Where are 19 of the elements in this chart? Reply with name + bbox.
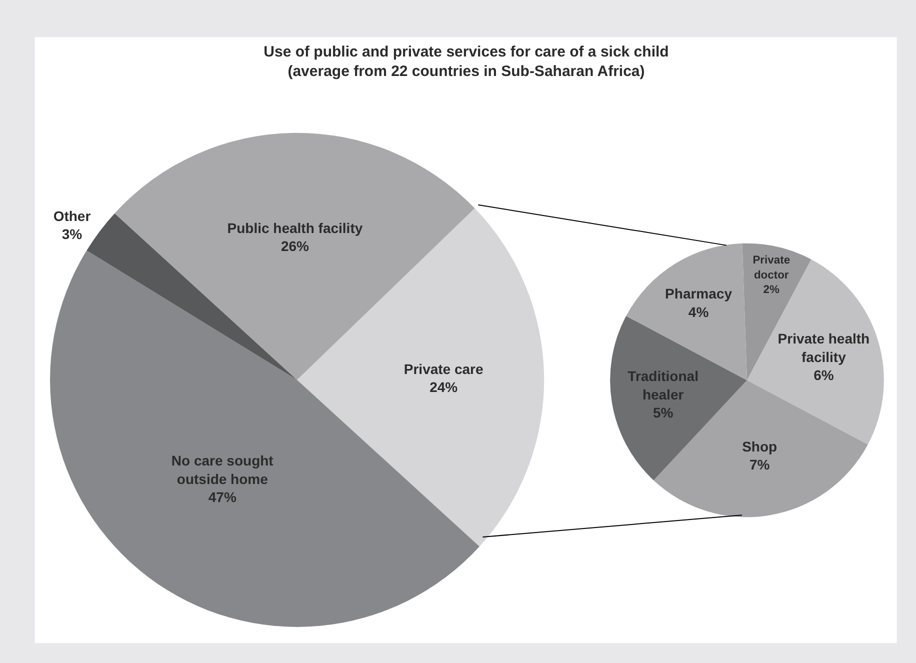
data-label: 47%	[208, 488, 237, 505]
data-label: 6%	[814, 366, 834, 383]
slice-label: Private doctor	[752, 254, 790, 282]
data-label: 26%	[280, 238, 310, 254]
slice-label: Traditional healer	[628, 368, 698, 402]
slice-label: Public health facility	[227, 220, 363, 236]
slice-label: Private care	[404, 360, 484, 377]
slice-label: Other	[53, 208, 92, 224]
slice-label: Pharmacy	[665, 286, 732, 302]
slice-label: Shop	[742, 438, 778, 454]
data-label: 5%	[652, 404, 674, 420]
slice-label: Private health facility	[778, 330, 870, 365]
slice-label: No care sought outside home	[171, 452, 274, 487]
data-label: 7%	[749, 456, 770, 473]
data-label: 2%	[763, 284, 780, 296]
data-label: 24%	[430, 378, 458, 395]
data-label: 4%	[688, 304, 710, 320]
chart-title: Use of public and private services for care of a sick child (average from 22 countries in Sub-Saharan Africa)	[264, 43, 669, 80]
data-label: 3%	[62, 226, 83, 242]
